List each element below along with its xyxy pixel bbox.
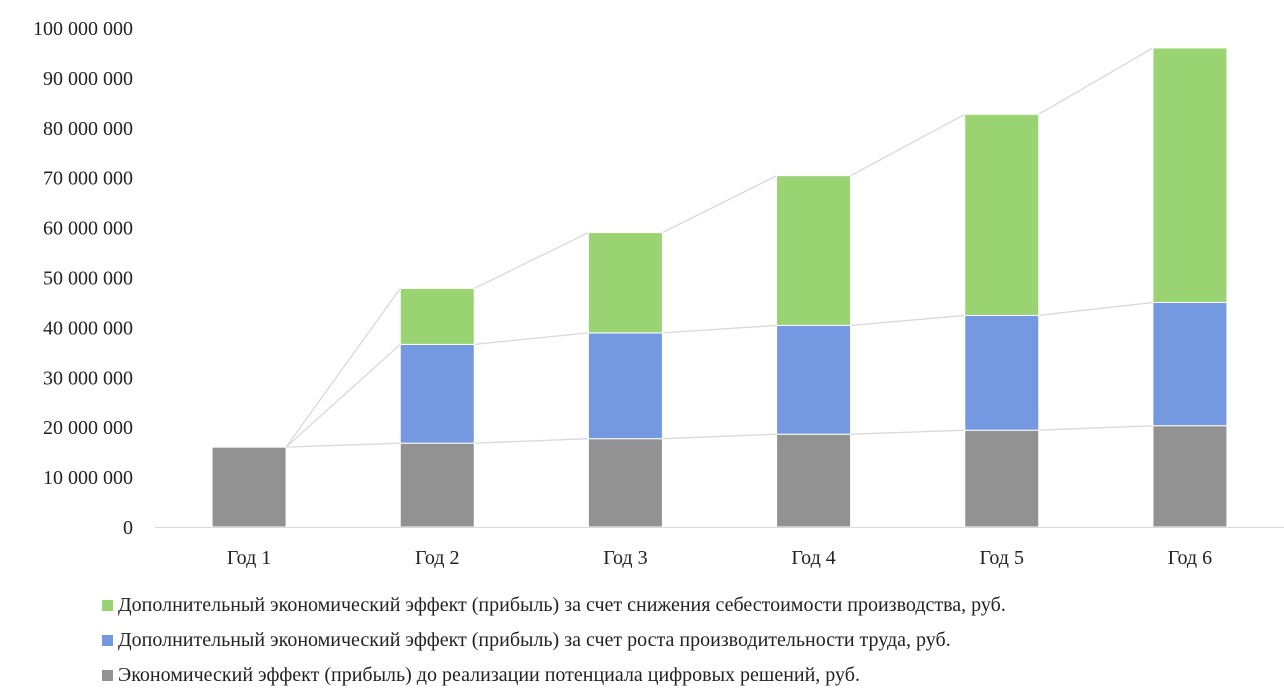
bar-segment	[964, 113, 1040, 316]
legend-label: Дополнительный экономический эффект (при…	[118, 594, 1006, 616]
bar-segment	[1152, 425, 1228, 528]
series-line-segment	[474, 438, 589, 444]
legend-swatch	[102, 670, 113, 681]
bar-segment	[776, 324, 852, 435]
x-tick-label: Год 3	[603, 547, 647, 569]
y-tick-label: 20 000 000	[43, 417, 133, 439]
series-line-segment	[285, 288, 401, 448]
series-line-segment	[662, 433, 777, 440]
series-line-segment	[662, 175, 777, 234]
y-tick-label: 80 000 000	[43, 118, 133, 140]
y-tick-label: 50 000 000	[43, 268, 133, 290]
legend-item-base-effect: Экономический эффект (прибыль) до реализ…	[102, 658, 1006, 693]
y-tick-label: 40 000 000	[43, 317, 133, 339]
legend-item-cost-reduction: Дополнительный экономический эффект (при…	[102, 588, 1006, 623]
series-line-segment	[850, 314, 965, 327]
series-line-segment	[285, 343, 401, 448]
series-line-segment	[1038, 301, 1153, 317]
bar-segment	[587, 438, 663, 528]
bar-segment	[776, 433, 852, 528]
series-line-segment	[1038, 425, 1153, 431]
bar-segment	[399, 343, 475, 444]
series-line-segment	[850, 429, 965, 435]
bar-segment	[1152, 47, 1228, 303]
bar-segment	[587, 232, 663, 334]
bar-segment	[1152, 301, 1228, 427]
x-tick-label: Год 5	[980, 547, 1024, 569]
bar-segment	[964, 429, 1040, 528]
bar-segment	[964, 314, 1040, 431]
x-tick-label: Год 2	[415, 547, 459, 569]
bar-segment	[399, 442, 475, 528]
legend-label: Дополнительный экономический эффект (при…	[118, 629, 951, 651]
series-line-segment	[286, 442, 401, 448]
y-tick-label: 90 000 000	[43, 68, 133, 90]
legend-label: Экономический эффект (прибыль) до реализ…	[118, 664, 860, 686]
x-axis-tick-labels: Год 1 Год 2 Год 3 Год 4 Год 5 Год 6	[227, 547, 1212, 569]
y-tick-label: 10 000 000	[43, 467, 133, 489]
bar-segment	[587, 332, 663, 440]
series-line-segment	[850, 113, 966, 177]
y-tick-label: 30 000 000	[43, 367, 133, 389]
series-line-segment	[473, 232, 589, 290]
legend-item-labor-productivity: Дополнительный экономический эффект (при…	[102, 623, 1006, 658]
y-axis-tick-labels: 0 10 000 000 20 000 000 30 000 000 40 000 00…	[33, 18, 133, 539]
x-tick-label: Год 6	[1168, 547, 1212, 569]
y-tick-label: 60 000 000	[43, 218, 133, 240]
stacked-bar-chart: 0 10 000 000 20 000 000 30 000 000 40 000 00…	[33, 18, 1284, 569]
x-tick-label: Год 1	[227, 547, 271, 569]
x-tick-label: Год 4	[791, 547, 835, 569]
series-line-segment	[662, 324, 777, 334]
series-connector-lines	[285, 47, 1154, 448]
bar-segment	[399, 287, 475, 345]
y-tick-label: 100 000 000	[33, 18, 133, 40]
bar-segment	[211, 446, 287, 528]
series-line-segment	[474, 332, 589, 346]
legend-swatch	[102, 635, 113, 646]
series-line-segment	[1038, 47, 1154, 115]
legend: Дополнительный экономический эффект (при…	[102, 588, 1006, 693]
bars	[211, 47, 1228, 528]
legend-swatch	[102, 600, 113, 611]
bar-segment	[776, 175, 852, 326]
y-tick-label: 70 000 000	[43, 168, 133, 190]
y-tick-label: 0	[123, 517, 133, 539]
